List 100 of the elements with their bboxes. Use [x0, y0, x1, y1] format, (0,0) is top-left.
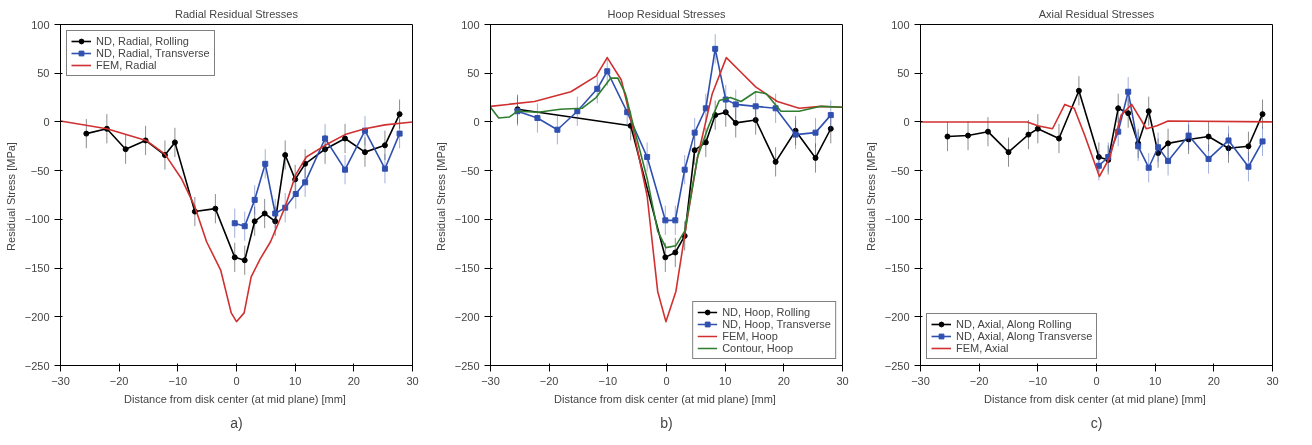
point [827, 125, 834, 132]
y-tick-label: 0 [43, 115, 50, 128]
point [302, 179, 309, 186]
point [396, 130, 403, 137]
y-axis-title: Residual Stress [MPa] [434, 142, 447, 251]
point [122, 146, 129, 153]
chart-title: Axial Residual Stresses [1038, 7, 1155, 20]
point [1205, 155, 1212, 162]
point [827, 112, 834, 119]
point [702, 139, 709, 146]
x-tick-label: 30 [406, 374, 419, 387]
y-tick-label: 0 [903, 115, 910, 128]
point [662, 217, 669, 224]
point [812, 154, 819, 161]
point [1145, 164, 1152, 171]
x-tick-label: 0 [663, 374, 670, 387]
y-tick-label: −100 [24, 213, 50, 226]
point [241, 223, 248, 230]
chart-title: Radial Residual Stresses [175, 7, 299, 20]
point [752, 116, 759, 123]
point [1259, 138, 1266, 145]
x-axis-title: Distance from disk center (at mid plane) [mm] [984, 392, 1206, 405]
legend-label: FEM, Hoop [722, 330, 778, 342]
legend-label: ND, Axial, Along Transverse [956, 330, 1093, 342]
y-tick-label: −100 [454, 213, 480, 226]
point [171, 139, 178, 146]
point [1245, 143, 1252, 150]
legend-label: ND, Hoop, Rolling [722, 306, 811, 318]
x-tick-label: 0 [233, 374, 240, 387]
x-tick-label: −30 [911, 374, 930, 387]
point [792, 131, 799, 138]
point [241, 257, 248, 264]
y-tick-label: −50 [890, 164, 910, 177]
point [672, 217, 679, 224]
point [381, 165, 388, 172]
y-tick-label: −250 [884, 359, 910, 372]
y-tick-label: −150 [24, 262, 50, 275]
y-axis-title: Residual Stress [MPa] [864, 142, 877, 251]
x-tick-label: −20 [969, 374, 989, 387]
y-tick-label: 50 [897, 67, 910, 80]
point [1245, 163, 1252, 170]
y-tick-label: 100 [31, 18, 50, 31]
y-tick-label: 0 [473, 115, 480, 128]
x-tick-label: −10 [1028, 374, 1048, 387]
point [1005, 149, 1012, 156]
point [1095, 162, 1102, 169]
point [1055, 135, 1062, 142]
y-tick-label: −50 [460, 164, 480, 177]
point [1165, 157, 1172, 164]
x-tick-label: 20 [777, 374, 790, 387]
x-tick-label: 10 [719, 374, 732, 387]
point [231, 254, 238, 261]
line-series [920, 103, 1273, 178]
point [1034, 125, 1041, 132]
chart-title: Hoop Residual Stresses [607, 7, 726, 20]
text: b) [660, 414, 673, 431]
x-axis-title: Distance from disk center (at mid plane) [mm] [124, 392, 346, 405]
point [103, 125, 110, 132]
legend-label: FEM, Axial [956, 342, 1009, 354]
point [1185, 132, 1192, 139]
point [322, 135, 329, 142]
point [534, 115, 541, 122]
x-tick-label: −30 [51, 374, 70, 387]
legend-label: ND, Hoop, Transverse [722, 318, 831, 330]
point [662, 254, 669, 261]
legend-label: ND, Radial, Transverse [96, 47, 210, 59]
point [752, 103, 759, 110]
point [342, 166, 349, 173]
point [772, 158, 779, 165]
x-tick-label: −20 [539, 374, 559, 387]
point [1125, 88, 1132, 95]
point [251, 218, 258, 225]
point [381, 142, 388, 149]
line-series [60, 120, 413, 323]
y-tick-label: −200 [24, 310, 50, 323]
point [604, 68, 611, 75]
y-tick-label: 50 [37, 67, 50, 80]
point [251, 196, 258, 203]
point [1025, 131, 1032, 138]
point [261, 210, 268, 217]
point [812, 129, 819, 136]
y-tick-label: 100 [461, 18, 480, 31]
point [1165, 140, 1172, 147]
point [1075, 87, 1082, 94]
point [1259, 111, 1266, 118]
point [712, 45, 719, 52]
x-tick-label: 10 [1149, 374, 1162, 387]
point [212, 205, 219, 212]
y-tick-label: 50 [467, 67, 480, 80]
point [396, 111, 403, 118]
point [644, 154, 651, 160]
y-tick-label: −250 [24, 359, 50, 372]
point [691, 129, 698, 136]
legend-label: ND, Radial, Rolling [96, 35, 189, 47]
point [732, 101, 739, 108]
point [732, 119, 739, 126]
y-tick-label: 100 [891, 18, 910, 31]
point [342, 135, 349, 142]
point [282, 152, 289, 159]
legend-label: ND, Axial, Along Rolling [956, 318, 1072, 330]
